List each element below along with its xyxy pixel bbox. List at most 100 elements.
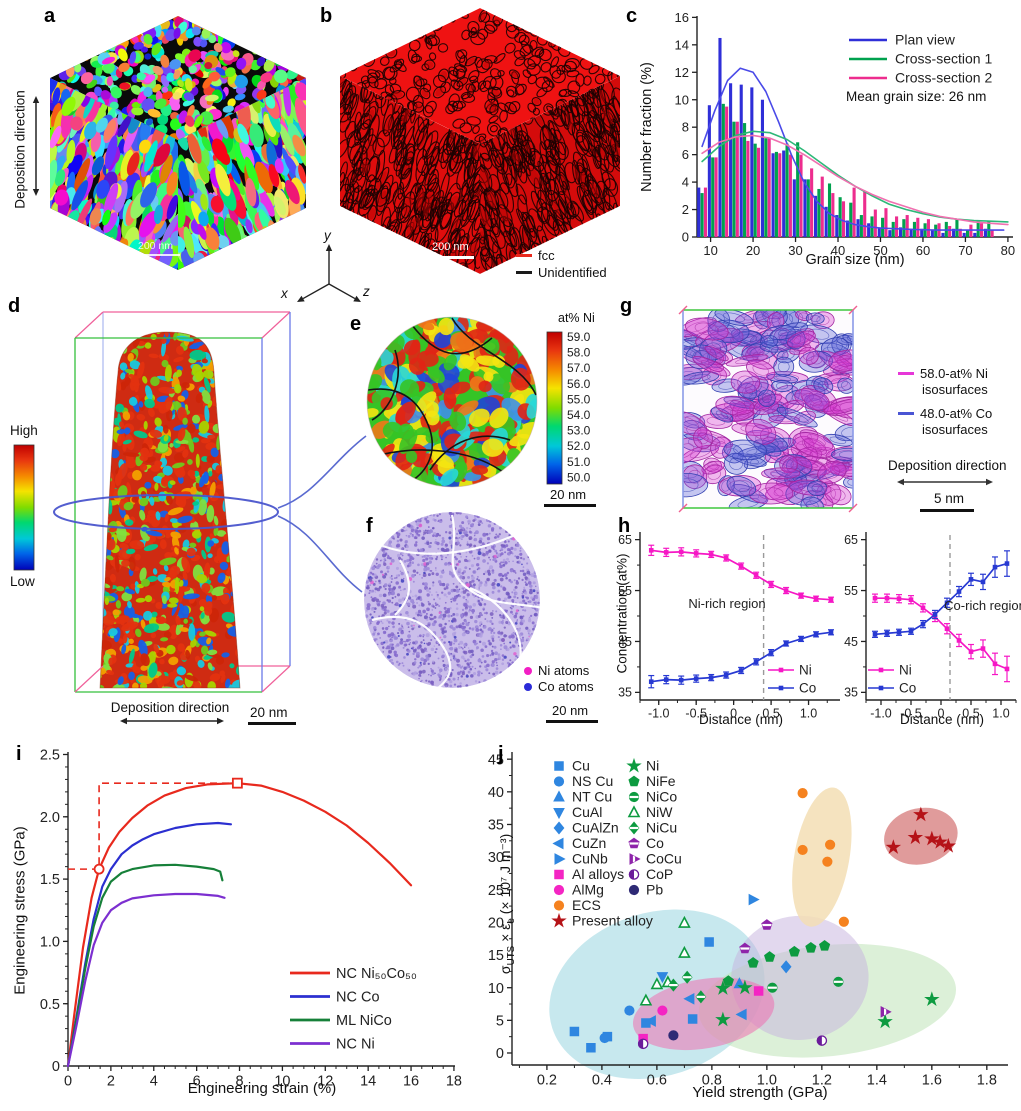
scale-bar-label-e: 20 nm [550,487,587,502]
fcc-cube [297,8,620,302]
deposition-direction-label-g: Deposition direction [888,458,1007,473]
colorbar-low-label: Low [10,574,35,589]
panel-label-a: a [44,5,56,27]
svg-text:14: 14 [675,37,689,52]
ni-isosurface-label2: isosurfaces [922,382,988,397]
co-atoms-label: Co atoms [538,679,594,694]
legend-item-ni-isosurface: 58.0-at% Ni [898,366,988,381]
h1-xlabel: Distance (nm) [698,712,784,727]
scale-bar-label-b: 200 nm [432,241,469,253]
svg-text:53.0: 53.0 [567,424,591,438]
svg-text:57.0: 57.0 [567,361,591,375]
scale-bar-b [434,256,474,259]
svg-text:0: 0 [682,230,689,245]
e-colorbar-title: at% Ni [558,311,595,325]
j-xlabel: Yield strength (GPa) [692,1084,828,1101]
legend-item-co-isosurface: 48.0-at% Co [898,406,992,421]
svg-text:54.0: 54.0 [567,408,591,422]
svg-text:50.0: 50.0 [567,470,591,484]
svg-text:55.0: 55.0 [567,392,591,406]
svg-text:Plan view: Plan view [895,32,956,48]
scale-bar-e [544,504,596,507]
svg-text:Cross-section 1: Cross-section 1 [895,51,992,67]
panel-label-f: f [366,515,373,537]
scale-bar-label-f: 20 nm [552,703,589,718]
svg-text:30: 30 [788,243,802,258]
z-axis-letter: z [363,284,370,299]
scale-bar-label-d: 20 nm [250,705,288,720]
scale-bar-g [920,509,974,512]
i-xlabel: Engineering strain (%) [187,1080,337,1097]
panel-label-h: h [618,515,631,537]
h2-xlabel: Distance (nm) [899,712,985,727]
svg-text:40: 40 [831,243,845,258]
co-isosurface-label: 48.0-at% Co [920,406,993,421]
x-axis-letter: x [281,286,288,301]
scale-bar-label-a: 200 nm [138,240,174,252]
scale-bar-d [248,722,296,725]
panel-label-d: d [8,295,21,317]
svg-text:80: 80 [1001,243,1015,258]
j-ylabel: σUTS × εe (× 10⁷ J m⁻³) [497,833,517,975]
co-rich-region-label: Co-rich region [944,598,1021,613]
svg-text:10: 10 [703,243,717,258]
panel-label-g: g [620,295,633,317]
co-atoms-swatch [524,682,532,691]
scale-bar-label-g: 5 nm [934,491,965,506]
svg-text:20: 20 [746,243,760,258]
svg-text:8: 8 [682,120,689,135]
svg-text:Cross-section 2: Cross-section 2 [895,70,992,86]
unidentified-label: Unidentified [538,265,607,280]
isosurface-box [678,305,993,513]
co-isosurface-label2: isosurfaces [922,422,988,437]
svg-text:10: 10 [675,92,689,107]
ni-isosurface-swatch [898,372,914,375]
c-xlabel: Grain size (nm) [805,252,905,268]
svg-text:51.0: 51.0 [567,455,591,469]
svg-text:50: 50 [873,243,887,258]
svg-text:12: 12 [675,65,689,80]
svg-text:70: 70 [958,243,972,258]
y-axis-letter: y [324,228,331,243]
svg-text:6: 6 [682,147,689,162]
ni-rich-region-label: Ni-rich region [688,596,766,611]
svg-text:56.0: 56.0 [567,377,591,391]
ni-atoms-label: Ni atoms [538,663,590,678]
fcc-swatch [516,254,532,257]
svg-text:58.0: 58.0 [567,346,591,360]
svg-text:4: 4 [682,175,689,190]
ni-isosurface-label: 58.0-at% Ni [920,366,988,381]
deposition-direction-label-a: Deposition direction [12,90,28,209]
deposition-direction-label-d: Deposition direction [110,700,230,715]
legend-item-unidentified: Unidentified [516,265,607,280]
c-ylabel: Number fraction (%) [639,62,655,192]
chart-c: 10 20 30 40 50 60 70 80 0 2 4 6 8 10 12 14 16 Plan view Cr… [675,10,1016,258]
panel-label-e: e [350,313,362,335]
svg-text:2: 2 [682,202,689,217]
panel-label-c: c [626,5,638,27]
atom-map [364,512,540,688]
chart-j: 0.2 0.4 0.6 0.8 1.0 1.2 1.4 1.6 1.80510152025303… [488,752,1008,1089]
svg-text:16: 16 [675,10,689,25]
ebsd-cube [32,16,306,270]
ni-map: 59.0 58.057.0 56.055.0 54.0 53.052.0 51.050.0 [366,316,591,488]
unidentified-swatch [516,271,532,274]
legend-item-co-atoms: Co atoms [524,679,594,694]
panel-label-b: b [320,5,333,27]
scale-bar-a [140,254,180,256]
c-annotation: Mean grain size: 26 nm [846,89,987,104]
fcc-label: fcc [538,248,555,263]
panel-label-j: j [498,743,504,765]
legend-item-ni-atoms: Ni atoms [524,663,589,678]
colorbar-high-label: High [10,423,38,438]
panel-label-i: i [16,743,22,765]
co-isosurface-swatch [898,412,914,415]
legend-item-fcc: fcc [516,248,555,263]
scale-bar-f [546,720,598,723]
h-ylabel: Concentration (at%) [614,553,630,674]
ni-atoms-swatch [524,666,532,675]
